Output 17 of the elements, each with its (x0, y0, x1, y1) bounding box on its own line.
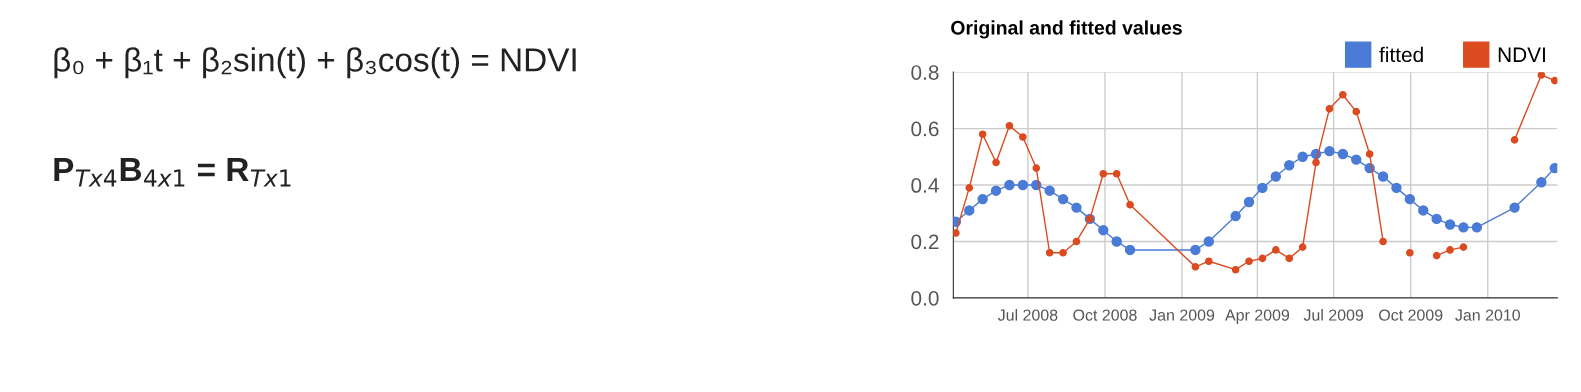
y-tick-label: 0.6 (911, 121, 939, 137)
x-tick-label: Oct 2009 (1379, 309, 1443, 321)
x-tick-label: Jan 2010 (1455, 309, 1520, 321)
x-tick-label: Oct 2008 (1073, 309, 1137, 321)
text: β₀ + β₁t + β₂sin(t) + β₃cos(t) = NDVI (54, 47, 576, 79)
x-tick-label: Jul 2008 (997, 309, 1058, 321)
x-tick-label: Apr 2009 (1225, 309, 1290, 324)
y-tick-label: 0.2 (911, 234, 939, 250)
x-tick-label: Jan 2009 (1149, 309, 1215, 321)
y-tick-label: 0.0 (911, 290, 939, 306)
legend-label: NDVI (1498, 47, 1545, 62)
x-tick-label: Jul 2009 (1303, 309, 1364, 321)
chart-title: Original and fitted values (951, 20, 1182, 39)
legend-label: fitted (1379, 46, 1423, 63)
text: P$_{Tx4}$B$_{4x1}$ = R$_{Tx1}$ (54, 158, 291, 187)
y-tick-label: 0.4 (911, 178, 939, 193)
y-tick-label: 0.8 (911, 65, 939, 80)
